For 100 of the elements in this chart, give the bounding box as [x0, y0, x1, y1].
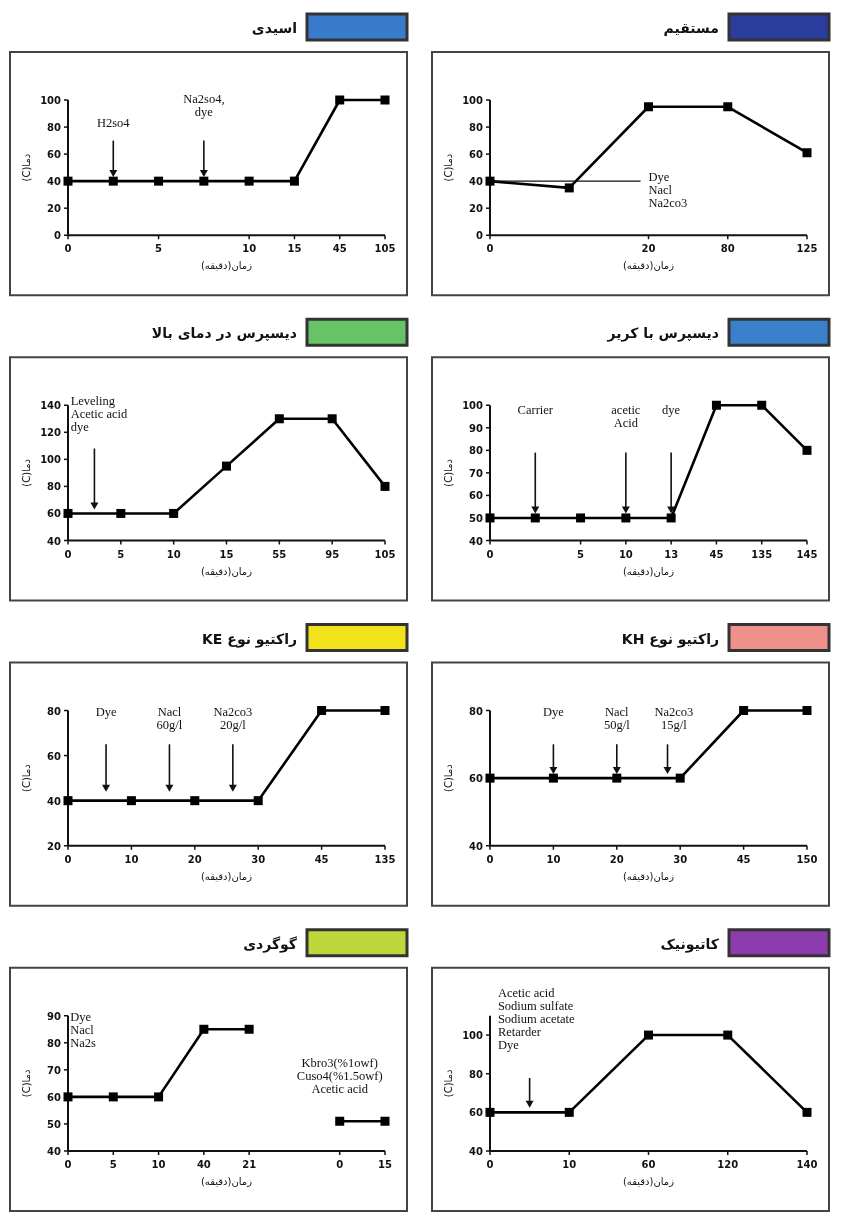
- annotation: Carrier: [517, 402, 554, 417]
- x-tick-label: 20: [187, 853, 202, 865]
- y-tick-label: 80: [47, 1037, 62, 1049]
- y-tick-label: 40: [469, 840, 484, 852]
- y-tick-label: 80: [469, 445, 484, 457]
- x-axis-title: زمان(دقیقه): [200, 870, 253, 882]
- x-tick-label: 10: [166, 548, 181, 560]
- x-tick-label: 140: [796, 1159, 818, 1170]
- x-tick-label: 20: [609, 853, 624, 865]
- x-tick-label: 20: [641, 243, 656, 255]
- y-tick-label: 40: [469, 1146, 484, 1157]
- x-tick-label: 125: [796, 243, 818, 255]
- y-axis-title: دما(C): [443, 1069, 454, 1098]
- point: [621, 513, 631, 523]
- x-tick-label: 0: [64, 548, 72, 560]
- y-axis-title: دما(C): [21, 764, 32, 792]
- annotation: Dye Nacl Na2s: [70, 1010, 97, 1051]
- y-tick-label: 0: [54, 230, 62, 242]
- y-tick-label: 40: [47, 1146, 62, 1157]
- x-axis-title: زمان(دقیقه): [622, 1176, 675, 1187]
- y-tick-label: 90: [47, 1010, 62, 1022]
- point: [530, 513, 540, 523]
- point: [116, 508, 126, 518]
- x-tick-label: 135: [374, 853, 396, 865]
- x-tick-label: 0: [64, 853, 72, 865]
- y-tick-label: 40: [469, 535, 484, 547]
- y-tick-label: 20: [469, 203, 484, 215]
- y-tick-label: 100: [40, 454, 62, 466]
- x-tick-label: 95: [325, 548, 340, 560]
- x-axis-title: زمان(دقیقه): [622, 565, 675, 577]
- point: [169, 508, 179, 518]
- x-tick-label: 5: [577, 548, 585, 560]
- point: [108, 1092, 118, 1102]
- x-tick-label: 0: [64, 243, 72, 255]
- annotation: Dye: [95, 705, 117, 720]
- y-tick-label: 50: [47, 1118, 62, 1130]
- annotation: dye: [662, 402, 681, 417]
- annotation: Leveling Acetic acid dye: [70, 394, 128, 435]
- x-tick-label: 15: [378, 1159, 392, 1170]
- x-tick-label: 5: [117, 548, 125, 560]
- annotation: acetic Acid: [611, 402, 641, 430]
- y-tick-label: 80: [469, 122, 484, 134]
- x-tick-label: 0: [336, 1159, 344, 1170]
- y-tick-label: 60: [47, 1091, 62, 1103]
- annotation: Na2so4, dye: [183, 91, 225, 119]
- x-tick-label: 15: [219, 548, 234, 560]
- y-tick-label: 80: [47, 481, 62, 493]
- y-tick-label: 60: [47, 508, 62, 520]
- point: [380, 1116, 390, 1126]
- point: [757, 400, 767, 410]
- y-axis-title: دما(C): [21, 1069, 32, 1098]
- x-tick-label: 13: [664, 548, 679, 560]
- annotation: Na2co3 15g/l: [654, 705, 694, 733]
- point: [63, 508, 73, 518]
- y-tick-label: 60: [469, 1107, 484, 1119]
- y-tick-label: 20: [47, 203, 62, 215]
- x-axis-title: زمان(دقیقه): [622, 260, 675, 272]
- point: [154, 1092, 164, 1102]
- point: [327, 414, 337, 424]
- y-tick-label: 50: [469, 512, 484, 524]
- x-tick-label: 0: [486, 1159, 494, 1170]
- annotation: Dye: [542, 705, 565, 720]
- y-tick-label: 70: [47, 1064, 62, 1076]
- y-axis-title: دما(C): [443, 764, 454, 792]
- x-axis-title: زمان(دقیقه): [622, 870, 675, 882]
- y-tick-label: 40: [47, 176, 62, 188]
- y-tick-label: 20: [47, 840, 62, 852]
- x-tick-label: 10: [546, 853, 561, 865]
- chart-title: مستقیم: [663, 20, 719, 36]
- point: [63, 1092, 73, 1102]
- point: [576, 513, 586, 523]
- x-tick-label: 0: [486, 548, 494, 560]
- x-tick-label: 80: [720, 243, 735, 255]
- point: [485, 176, 495, 186]
- x-tick-label: 5: [155, 243, 163, 255]
- y-axis-title: دما(C): [443, 153, 454, 182]
- y-tick-label: 80: [47, 705, 62, 717]
- x-tick-label: 45: [736, 853, 751, 865]
- chart-title: دیسپرس در دمای بالا: [151, 325, 297, 343]
- y-tick-label: 60: [47, 149, 62, 161]
- y-tick-label: 100: [462, 400, 484, 412]
- x-axis-title: زمان(دقیقه): [200, 565, 253, 577]
- annotation: Dye Nacl Na2co3: [648, 170, 688, 211]
- y-tick-label: 100: [40, 95, 62, 106]
- x-tick-label: 55: [272, 548, 287, 560]
- point: [802, 148, 812, 158]
- x-tick-label: 145: [796, 548, 818, 560]
- point: [802, 445, 812, 455]
- x-tick-label: 10: [618, 548, 633, 560]
- x-tick-label: 10: [562, 1159, 577, 1170]
- annotation: Nacl 50g/l: [603, 705, 631, 733]
- point: [723, 102, 733, 112]
- x-tick-label: 30: [673, 853, 688, 865]
- y-tick-label: 100: [462, 1030, 484, 1042]
- point: [244, 1024, 254, 1034]
- x-tick-label: 105: [374, 548, 396, 560]
- x-tick-label: 0: [64, 1159, 72, 1170]
- y-tick-label: 90: [469, 422, 484, 434]
- chart-title: راکتیو نوع KE: [202, 630, 297, 648]
- y-tick-label: 40: [47, 795, 62, 807]
